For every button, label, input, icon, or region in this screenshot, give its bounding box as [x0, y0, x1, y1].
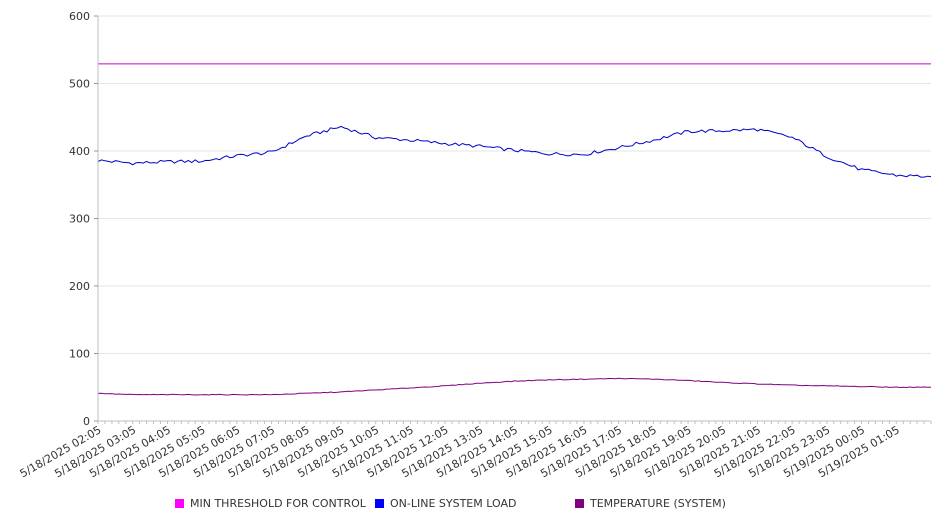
y-tick-label: 600: [69, 10, 90, 23]
series-lines: [97, 63, 932, 396]
legend-label-temperature: TEMPERATURE (SYSTEM): [590, 497, 726, 510]
legend: MIN THRESHOLD FOR CONTROL ON-LINE SYSTEM…: [0, 497, 946, 515]
gridlines: [98, 15, 931, 354]
legend-swatch-min-threshold: [175, 499, 184, 508]
y-axis-ticks: 0 100 200 300 400 500 600: [69, 10, 98, 428]
legend-label-min-threshold: MIN THRESHOLD FOR CONTROL: [190, 497, 366, 510]
y-tick-label: 0: [83, 415, 90, 428]
x-axis-ticks: 5/18/2025 02:055/18/2025 03:055/18/2025 …: [18, 421, 932, 480]
y-tick-label: 500: [69, 78, 90, 91]
legend-item-min-threshold[interactable]: MIN THRESHOLD FOR CONTROL: [175, 497, 366, 510]
y-tick-label: 100: [69, 348, 90, 361]
legend-swatch-temperature: [575, 499, 584, 508]
legend-item-temperature[interactable]: TEMPERATURE (SYSTEM): [575, 497, 726, 510]
y-tick-label: 300: [69, 213, 90, 226]
series-line-2: [97, 125, 932, 178]
legend-label-system-load: ON-LINE SYSTEM LOAD: [390, 497, 517, 510]
legend-swatch-system-load: [375, 499, 384, 508]
y-tick-label: 400: [69, 145, 90, 158]
y-tick-label: 200: [69, 280, 90, 293]
series-line-3: [97, 377, 932, 396]
legend-item-system-load[interactable]: ON-LINE SYSTEM LOAD: [375, 497, 516, 510]
